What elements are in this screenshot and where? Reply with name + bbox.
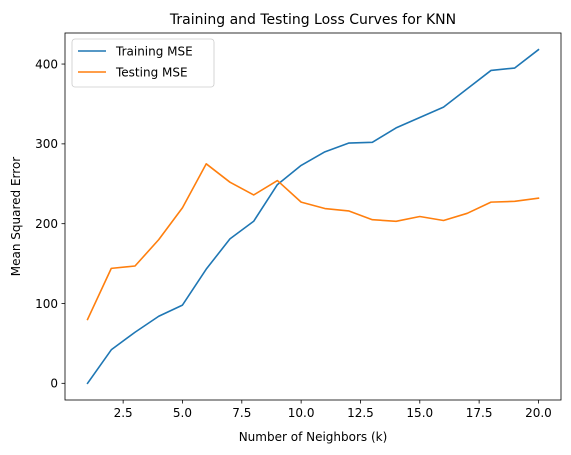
x-tick-label: 17.5 [466,406,493,420]
y-axis-label: Mean Squared Error [9,157,23,277]
training-mse-point-k11 [323,150,326,153]
training-mse-point-k14 [394,126,397,129]
y-tick-label: 0 [50,377,58,391]
training-mse-point-k15 [418,116,421,119]
testing-mse-point-k13 [371,218,374,221]
x-tick-label: 20.0 [525,406,552,420]
x-axis-label: Number of Neighbors (k) [239,430,388,444]
x-tick-label: 15.0 [406,406,433,420]
training-mse-point-k17 [466,87,469,90]
testing-mse-point-k7 [228,181,231,184]
testing-mse-point-k14 [394,220,397,223]
testing-mse-point-k11 [323,207,326,210]
testing-mse-point-k9 [276,179,279,182]
x-tick-label: 5.0 [173,406,192,420]
legend: Training MSE Testing MSE [71,38,215,88]
training-mse-point-k20 [537,48,540,51]
x-tick-label: 7.5 [232,406,251,420]
testing-mse-point-k16 [442,219,445,222]
training-mse-point-k5 [181,304,184,307]
testing-mse-point-k20 [537,197,540,200]
testing-mse-point-k5 [181,206,184,209]
training-mse-point-k6 [205,268,208,271]
testing-mse-point-k8 [252,193,255,196]
y-tick-label: 100 [35,297,58,311]
y-tick-label: 400 [35,57,58,71]
testing-mse-point-k19 [513,200,516,203]
testing-mse-point-k4 [157,238,160,241]
training-mse-point-k16 [442,106,445,109]
testing-mse-point-k18 [489,201,492,204]
testing-mse-point-k1 [86,318,89,321]
testing-mse-point-k3 [133,264,136,267]
axis-ticks: 2.5 5.0 7.5 10.0 12.5 15.0 17.5 20.0 0 100 200 300 4… [35,57,552,420]
legend-box [71,38,215,88]
y-tick-label: 200 [35,217,58,231]
x-tick-label: 12.5 [347,406,374,420]
y-tick-label: 300 [35,137,58,151]
testing-mse-point-k2 [110,267,113,270]
training-mse-point-k2 [110,348,113,351]
training-mse-point-k8 [252,220,255,223]
training-mse-point-k3 [133,331,136,334]
x-tick-label: 10.0 [288,406,315,420]
testing-mse-point-k15 [418,215,421,218]
plot-area [86,48,540,385]
training-mse-point-k18 [489,69,492,72]
training-mse-point-k1 [86,382,89,385]
testing-mse-point-k10 [300,201,303,204]
chart-title: Training and Testing Loss Curves for KNN [169,12,456,28]
legend-label-training-mse: Training MSE [115,44,193,58]
training-mse-point-k13 [371,141,374,144]
testing-mse-line [86,163,540,321]
testing-mse-point-k12 [347,209,350,212]
testing-mse-point-k17 [466,212,469,215]
plot-frame [64,32,562,401]
x-tick-label: 2.5 [114,406,133,420]
legend-label-testing-mse: Testing MSE [115,65,188,79]
training-mse-point-k19 [513,66,516,69]
training-mse-line [86,48,540,385]
training-mse-point-k4 [157,315,160,318]
training-mse-point-k9 [276,183,279,186]
training-mse-point-k12 [347,141,350,144]
testing-mse-point-k6 [205,162,208,165]
training-mse-point-k7 [228,237,231,240]
training-mse-point-k10 [300,164,303,167]
